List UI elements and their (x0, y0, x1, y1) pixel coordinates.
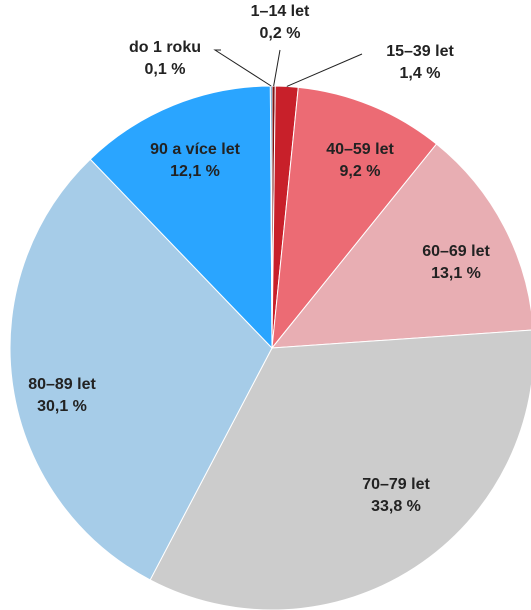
slice-label: 40–59 let (326, 141, 394, 158)
slice-value: 12,1 % (170, 163, 220, 180)
slice-value: 13,1 % (431, 265, 481, 282)
leader-line (273, 49, 281, 87)
slice-label: 15–39 let (386, 43, 454, 60)
slice-value: 33,8 % (371, 498, 421, 515)
pie-slice (89, 85, 273, 350)
pie-slice (149, 329, 531, 610)
slice-value: 1,4 % (400, 65, 441, 82)
slice-value: 0,1 % (145, 61, 186, 78)
slice-label: 70–79 let (362, 476, 430, 493)
slice-label: 90 a více let (150, 141, 241, 158)
pie-slice (270, 143, 531, 349)
slice-label: 1–14 let (251, 3, 310, 20)
slice-label: 80–89 let (28, 376, 96, 393)
leader-line (213, 49, 272, 87)
slice-label: do 1 roku (129, 39, 201, 56)
pie-slice (9, 158, 273, 581)
slice-label: 60–69 let (422, 243, 490, 260)
slice-value: 9,2 % (340, 163, 381, 180)
leader-line (286, 53, 363, 87)
slice-value: 30,1 % (37, 398, 87, 415)
pie-slice (271, 86, 438, 350)
slice-value: 0,2 % (260, 25, 301, 42)
